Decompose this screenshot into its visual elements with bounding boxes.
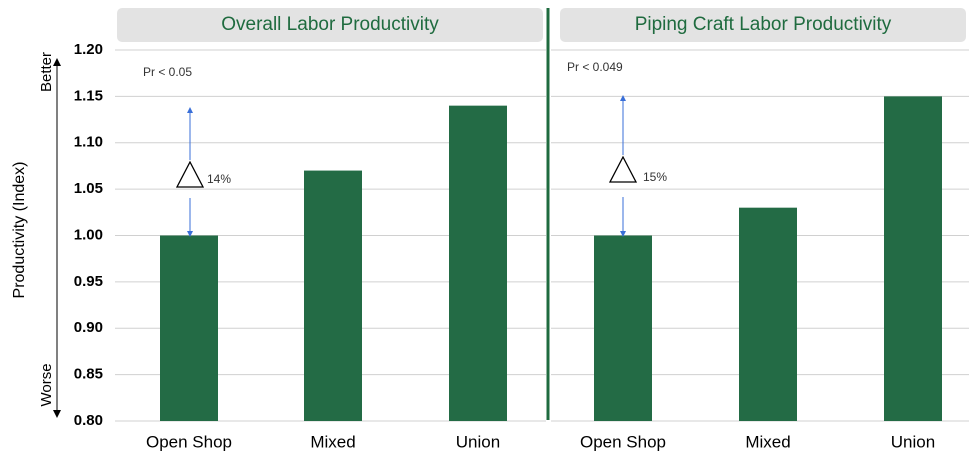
- significance: Pr < 0.05: [143, 65, 192, 79]
- y-tick-label: 0.95: [74, 273, 103, 290]
- x-tick-label: Open Shop: [146, 432, 232, 451]
- delta: [175, 160, 205, 188]
- x-tick-label: Mixed: [310, 432, 355, 451]
- x-tick-label: Union: [891, 432, 935, 451]
- bar: [304, 170, 362, 421]
- significance: Pr < 0.049: [567, 60, 623, 74]
- bar: [739, 207, 797, 421]
- y-tick-label: 1.15: [74, 87, 103, 104]
- y-tick-label: 1.10: [74, 134, 103, 151]
- y-tick-label: 1.05: [74, 180, 103, 197]
- x-tick-label: Open Shop: [580, 432, 666, 451]
- better-label: Better: [38, 52, 55, 92]
- bar: [449, 105, 507, 422]
- y-axis-label: Productivity (Index): [11, 162, 28, 299]
- y-tick-label: 1.20: [74, 41, 103, 58]
- x-tick-label: Union: [456, 432, 500, 451]
- bar: [160, 235, 218, 421]
- bar: [884, 96, 942, 421]
- chart-title: Overall Labor Productivity: [221, 14, 439, 35]
- title-box: [560, 8, 966, 42]
- x-tick-label: Mixed: [745, 432, 790, 451]
- difference-label: 15%: [643, 170, 667, 184]
- difference-label: 14%: [207, 172, 231, 186]
- y-tick-label: 0.85: [74, 366, 103, 383]
- worse-label: Worse: [38, 363, 55, 406]
- y-tick-label: 0.90: [74, 319, 103, 336]
- y-tick-label: 0.80: [74, 412, 103, 429]
- chart-title: Piping Craft Labor Productivity: [635, 14, 892, 35]
- bar: [594, 235, 652, 421]
- delta: [608, 155, 638, 183]
- title-box: [117, 8, 543, 42]
- y-tick-label: 1.00: [74, 226, 103, 243]
